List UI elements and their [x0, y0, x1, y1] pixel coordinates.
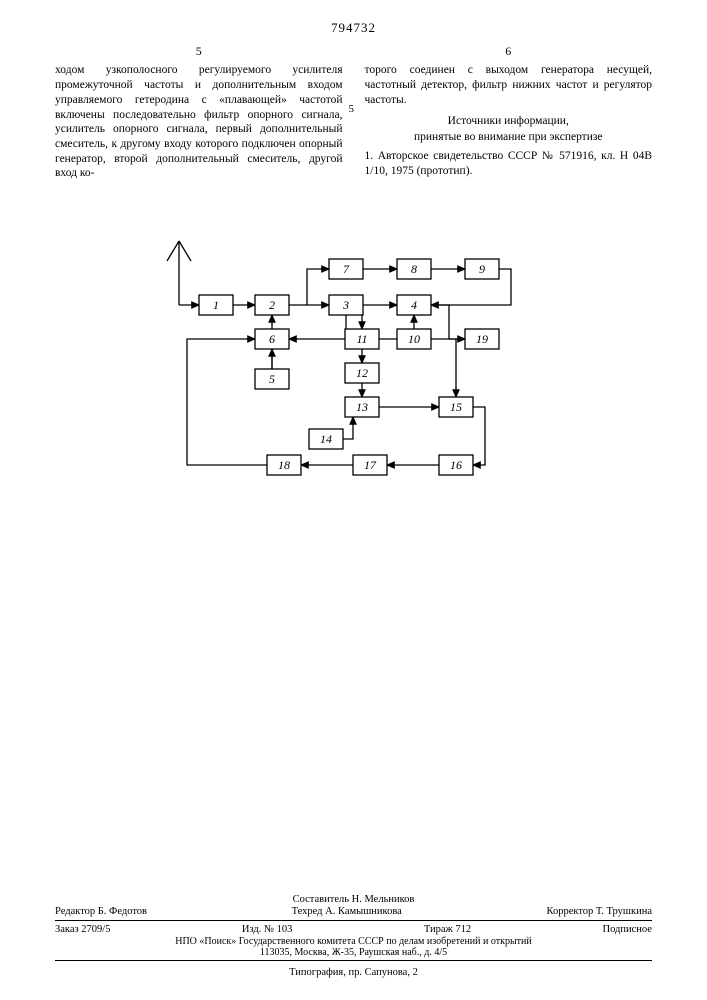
page: 794732 5 ходом узкополосного регулируемо… — [0, 0, 707, 1000]
order-no: Заказ 2709/5 — [55, 924, 110, 935]
diagram-container: 12345678910111213141516171819 — [55, 199, 652, 499]
svg-text:11: 11 — [356, 332, 367, 346]
svg-text:7: 7 — [343, 262, 350, 276]
svg-text:18: 18 — [278, 458, 290, 472]
compiler: Составитель Н. Мельников — [55, 894, 652, 905]
refs-heading-1: Источники информации, — [365, 114, 653, 129]
svg-text:4: 4 — [411, 298, 417, 312]
svg-text:2: 2 — [269, 298, 275, 312]
footer: Составитель Н. Мельников Редактор Б. Фед… — [55, 894, 652, 978]
svg-text:9: 9 — [479, 262, 485, 276]
print-row: Заказ 2709/5 Изд. № 103 Тираж 712 Подпис… — [55, 923, 652, 936]
svg-text:3: 3 — [342, 298, 349, 312]
svg-text:5: 5 — [269, 372, 275, 386]
refs-heading-2: принятые во внимание при экспертизе — [365, 130, 653, 145]
document-number: 794732 — [55, 20, 652, 36]
svg-text:16: 16 — [450, 458, 462, 472]
left-column: 5 ходом узкополосного регулируемого усил… — [55, 44, 343, 181]
svg-text:10: 10 — [408, 332, 420, 346]
tirazh: Тираж 712 — [424, 924, 471, 935]
block-diagram: 12345678910111213141516171819 — [139, 199, 569, 499]
divider — [55, 920, 652, 921]
right-column: 5 6 торого соединен с выходом генератора… — [365, 44, 653, 181]
line-number-5: 5 — [349, 102, 355, 116]
svg-text:19: 19 — [476, 332, 488, 346]
right-col-number: 6 — [365, 44, 653, 59]
divider-2 — [55, 960, 652, 961]
svg-text:12: 12 — [356, 366, 368, 380]
credits-row: Редактор Б. Федотов Техред А. Камышников… — [55, 905, 652, 918]
editor: Редактор Б. Федотов — [55, 906, 147, 917]
org: НПО «Поиск» Государственного комитета СС… — [55, 936, 652, 947]
typography: Типография, пр. Сапунова, 2 — [55, 967, 652, 978]
left-text: ходом узкополосного регулируемого усилит… — [55, 63, 343, 181]
izd-no: Изд. № 103 — [242, 924, 293, 935]
left-col-number: 5 — [55, 44, 343, 59]
svg-text:14: 14 — [320, 432, 332, 446]
svg-text:15: 15 — [450, 400, 462, 414]
subscription: Подписное — [603, 924, 652, 935]
svg-text:8: 8 — [411, 262, 417, 276]
address: 113035, Москва, Ж-35, Раушская наб., д. … — [55, 947, 652, 958]
corrector: Корректор Т. Трушкина — [546, 906, 652, 917]
svg-text:1: 1 — [213, 298, 219, 312]
right-text: торого соединен с выходом генератора нес… — [365, 63, 653, 107]
refs-item: 1. Авторское свидетельство СССР № 571916… — [365, 149, 653, 178]
svg-text:13: 13 — [356, 400, 368, 414]
tech-editor: Техред А. Камышникова — [292, 906, 402, 917]
svg-text:6: 6 — [269, 332, 275, 346]
svg-text:17: 17 — [364, 458, 377, 472]
text-columns: 5 ходом узкополосного регулируемого усил… — [55, 44, 652, 181]
